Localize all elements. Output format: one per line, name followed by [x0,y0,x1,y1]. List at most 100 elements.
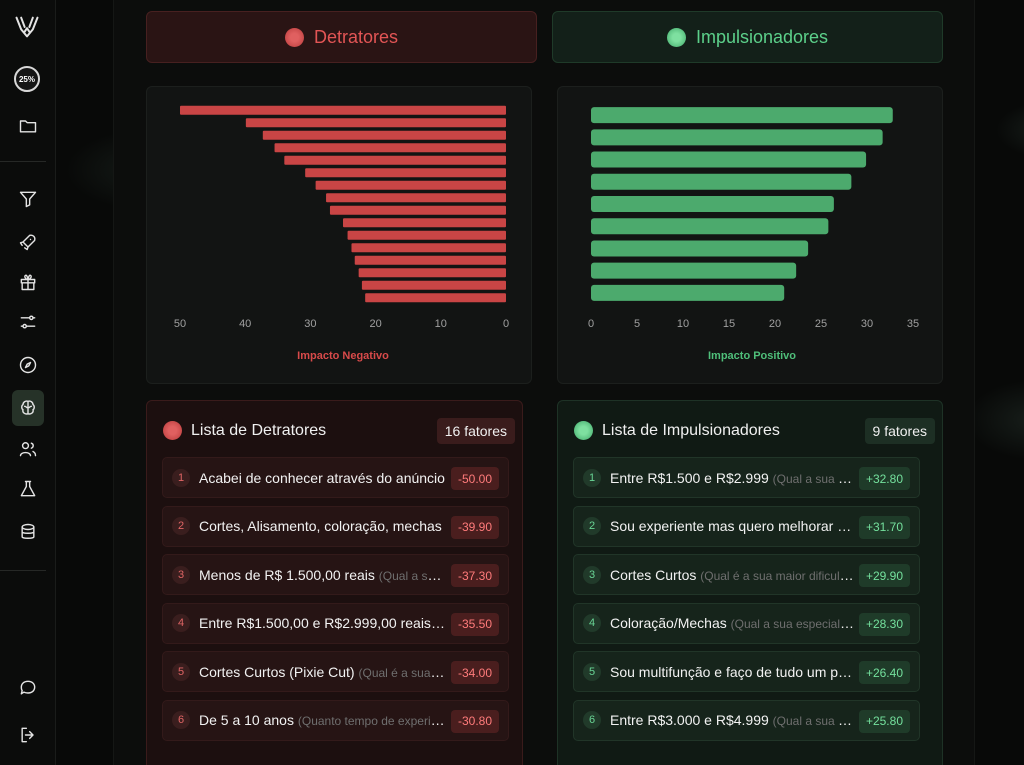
factor-text: Acabei de conhecer através do anúncio [199,469,445,486]
tick-label: 30 [861,318,873,330]
bar[interactable] [354,255,506,265]
bar[interactable] [358,268,506,278]
bar[interactable] [591,173,852,190]
list-item[interactable]: 5 Cortes Curtos (Pixie Cut) (Qual é a sua… [162,651,509,692]
logo-icon[interactable] [12,12,42,42]
bar[interactable] [365,293,506,303]
impulsionadores-header[interactable]: Impulsionadores [552,11,943,63]
list-item[interactable]: 6 De 5 a 10 anos (Quanto tempo de experiê… [162,699,509,741]
tick-label: 20 [769,318,781,330]
rank-badge: 1 [583,468,601,487]
factor-label: Cortes Curtos (Qual é a sua maior dificu… [610,567,856,583]
sidebar: 25% [0,0,56,765]
impact-value: -50.00 [450,467,499,490]
tick-label: 0 [588,318,594,330]
impulsionadores-list-title: Lista de Impulsionadores [602,421,780,439]
bar[interactable] [180,105,506,115]
list-item[interactable]: 4 Coloração/Mechas (Qual a sua especialid… [573,602,920,644]
bar[interactable] [351,243,506,253]
factor-label: Sou multifunção e faço de tudo um pouco [610,664,856,680]
bar[interactable] [591,129,883,146]
impact-value: +28.30 [858,612,910,636]
bar[interactable] [343,218,506,228]
tick-label: 5 [634,318,640,330]
impact-value: +32.80 [858,467,910,490]
bar[interactable] [305,168,506,178]
detratores-count-badge: 16 fatores [436,418,515,444]
impact-value: -34.00 [450,661,499,684]
bar[interactable] [591,240,809,257]
bar[interactable] [591,107,893,124]
list-item[interactable]: 3 Menos de R$ 1.500,00 reais (Qual a sua … [162,554,509,595]
factor-text: Coloração/Mechas [610,615,727,631]
rocket-icon[interactable] [14,228,42,256]
axis-label: Impacto Negativo [297,350,389,362]
bar[interactable] [315,180,506,190]
rank-badge: 2 [583,517,601,535]
tick-label: 10 [435,318,447,330]
chat-icon[interactable] [14,674,42,702]
progress-indicator: 25% [14,66,40,92]
impact-value: +25.80 [858,709,910,733]
rank-badge: 2 [172,517,190,535]
factor-text: Sou multifunção e faço de tudo um pouco [610,663,856,680]
factor-label: Acabei de conhecer através do anúncio [199,470,445,486]
red-dot-icon [163,421,182,440]
list-item[interactable]: 6 Entre R$3.000 e R$4.999 (Qual a sua ren… [573,699,920,741]
rank-badge: 5 [583,662,601,681]
bar[interactable] [329,205,506,215]
gift-icon[interactable] [14,268,42,296]
list-item[interactable]: 3 Cortes Curtos (Qual é a sua maior dific… [573,554,920,595]
factor-text: Menos de R$ 1.500,00 reais [199,566,375,583]
compass-icon[interactable] [14,351,42,379]
sliders-icon[interactable] [14,308,42,336]
brain-icon[interactable] [12,390,44,426]
folder-icon[interactable] [14,112,42,140]
factor-text: Entre R$1.500,00 e R$2.999,00 reais [199,615,431,631]
bar[interactable] [591,196,834,212]
bar[interactable] [262,130,506,140]
list-item[interactable]: 2 Sou experiente mas quero melhorar cada … [573,505,920,547]
tick-label: 35 [907,318,919,330]
impulsionadores-rows: 1 Entre R$1.500 e R$2.999 (Qual a sua ren… [573,457,920,748]
tick-label: 50 [174,318,186,330]
bar[interactable] [284,155,506,165]
list-item[interactable]: 1 Acabei de conhecer através do anúncio -… [162,457,509,498]
database-icon[interactable] [14,518,42,546]
list-item[interactable]: 4 Entre R$1.500,00 e R$2.999,00 reais (Qu… [162,602,509,644]
flask-icon[interactable] [14,475,42,503]
factor-question: (Qual a sua renda) [378,568,445,583]
detratores-header[interactable]: Detratores [146,11,537,63]
bar[interactable] [274,143,506,153]
bar[interactable] [591,284,785,301]
logout-icon[interactable] [14,721,42,749]
impulsionadores-list: Lista de Impulsionadores 9 fatores 1 Entr… [557,400,943,765]
factor-question: (Qual é a sua maior dificuldade) [700,568,856,583]
tick-label: 10 [677,318,689,330]
green-dot-icon [666,27,686,47]
tick-label: 15 [723,318,735,330]
filter-icon[interactable] [14,185,42,213]
green-dot-icon [574,421,593,440]
factor-question: (Qual a sua renda) [772,471,856,486]
negative-chart-svg: 50 40 30 20 10 0 Impacto Negativo [174,105,509,362]
users-icon[interactable] [14,435,42,463]
factor-label: Sou experiente mas quero melhorar cada v… [610,518,856,534]
bar[interactable] [326,193,506,203]
list-item[interactable]: 1 Entre R$1.500 e R$2.999 (Qual a sua ren… [573,457,920,498]
bar[interactable] [347,230,506,240]
list-item[interactable]: 5 Sou multifunção e faço de tudo um pouco… [573,651,920,692]
factor-label: Coloração/Mechas (Qual a sua especialida… [610,615,856,631]
impact-value: -39.90 [450,515,499,539]
bar[interactable] [591,262,797,279]
bar[interactable] [245,118,506,128]
factor-text: Cortes, Alisamento, coloração, mechas [199,518,442,534]
factor-label: Menos de R$ 1.500,00 reais (Qual a sua r… [199,567,445,583]
list-item[interactable]: 2 Cortes, Alisamento, coloração, mechas -… [162,505,509,547]
bar[interactable] [591,151,867,168]
bar[interactable] [361,280,506,290]
factor-text: Entre R$1.500 e R$2.999 [610,469,769,486]
impulsionadores-count-badge: 9 fatores [864,418,935,444]
axis-label: Impacto Positivo [708,350,796,362]
bar[interactable] [591,218,829,235]
